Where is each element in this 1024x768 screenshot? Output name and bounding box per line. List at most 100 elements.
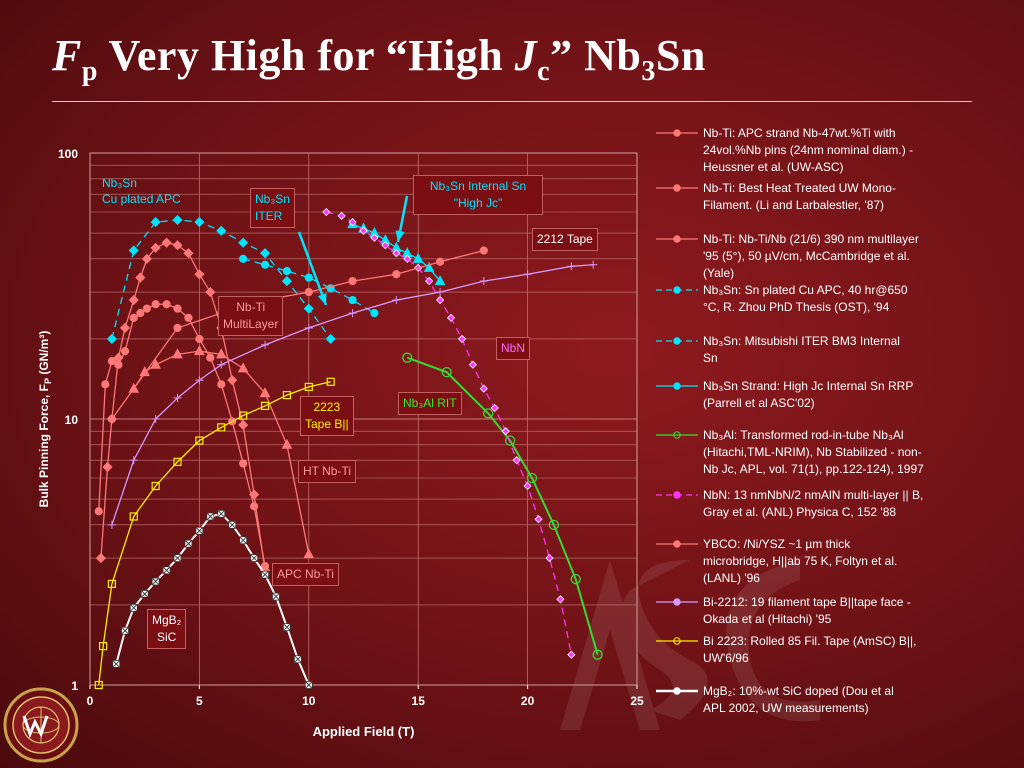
data-point	[238, 419, 249, 430]
data-point	[322, 207, 331, 217]
data-point	[523, 270, 532, 279]
data-point	[140, 590, 149, 598]
data-point	[304, 382, 313, 392]
data-point	[107, 414, 116, 424]
data-point	[151, 577, 160, 586]
data-point	[206, 512, 215, 521]
data-point	[129, 603, 138, 612]
data-point	[403, 254, 412, 263]
annotation-nb3sn-apc: Nb₃Sn Cu plated APC	[102, 176, 181, 206]
data-point	[173, 304, 182, 313]
data-point	[425, 277, 434, 286]
data-point	[195, 526, 204, 535]
data-point	[457, 334, 467, 343]
series-2	[94, 300, 270, 571]
legend-swatch	[656, 382, 698, 390]
data-point	[370, 309, 379, 318]
data-point	[589, 260, 598, 269]
data-point	[567, 262, 576, 271]
series-11	[112, 509, 313, 689]
data-point	[194, 345, 205, 356]
data-point	[479, 246, 488, 255]
data-point	[348, 276, 357, 286]
y-tick-label: 1	[71, 679, 78, 693]
data-point	[205, 287, 216, 298]
data-point	[162, 566, 171, 575]
data-point	[128, 245, 139, 256]
data-point	[512, 456, 521, 465]
data-point	[129, 512, 138, 521]
data-point	[534, 515, 543, 524]
data-point	[272, 592, 280, 601]
series-line-11	[115, 512, 310, 686]
data-point	[304, 323, 313, 332]
data-point	[282, 266, 292, 276]
legend-swatch	[656, 540, 698, 548]
series-line-1	[133, 350, 310, 555]
data-point	[490, 403, 499, 413]
data-point	[479, 277, 488, 286]
data-point	[183, 248, 194, 259]
legend-label: Bi-2212: 19 filament tape B||tape face -…	[703, 595, 911, 626]
legend-swatch	[656, 337, 698, 345]
y-tick-label: 100	[58, 147, 78, 161]
data-point	[423, 261, 435, 272]
legend-swatch	[656, 637, 698, 645]
data-point	[250, 502, 259, 511]
data-point	[215, 348, 227, 359]
data-point	[114, 360, 123, 369]
data-point	[381, 241, 390, 250]
data-point	[172, 240, 183, 251]
legend-label: Nb-Ti: Nb-Ti/Nb (21/6) 390 nm multilayer…	[703, 232, 919, 280]
y-axis-label: Bulk Pinning Force, FP (GN/m³)	[37, 331, 53, 508]
pinning-force-chart: 0 5 10 15 20 25 1 10 100 Applied Field (T) Bulk Pi…	[37, 147, 638, 708]
data-point	[239, 411, 248, 420]
legend-swatch	[656, 598, 698, 606]
series-6	[402, 352, 603, 660]
series-0	[95, 237, 271, 576]
data-point	[556, 595, 565, 604]
data-point	[567, 650, 576, 659]
data-point	[195, 436, 204, 445]
annotation-nb3sn-iter: Nb₃Sn ITER	[250, 188, 295, 228]
data-point	[135, 272, 146, 283]
legend-swatch	[656, 491, 698, 499]
y-tick-label: 10	[65, 413, 79, 427]
legend-swatch	[656, 235, 698, 243]
legend-label: Nb-Ti: Best Heat Treated UW Mono- Filame…	[703, 181, 896, 212]
data-point	[184, 313, 193, 322]
data-point	[592, 649, 603, 660]
series-line-7	[326, 211, 572, 655]
data-point	[446, 313, 456, 322]
annotation-nb3al-rit: Nb₃Al RIT	[398, 392, 462, 415]
legend-swatch	[656, 687, 698, 695]
x-tick-label: 20	[521, 694, 535, 708]
data-point	[195, 376, 204, 385]
series-1	[128, 345, 315, 559]
data-point	[483, 408, 494, 419]
data-point	[434, 275, 446, 286]
data-point	[348, 217, 357, 227]
data-point	[260, 561, 270, 571]
data-point	[194, 269, 205, 280]
data-point	[121, 626, 129, 635]
series-4	[239, 254, 379, 318]
data-point	[526, 472, 538, 484]
university-seal-logo	[3, 687, 79, 763]
x-tick-label: 0	[87, 694, 94, 708]
data-point	[281, 276, 292, 287]
data-point	[162, 300, 171, 309]
series-9	[107, 260, 598, 529]
data-point	[206, 353, 215, 362]
annotation-apc-nbti: APC Nb-Ti	[272, 563, 339, 586]
data-point	[107, 357, 116, 366]
arrow-iter	[297, 231, 328, 306]
data-point	[436, 288, 445, 297]
data-point	[402, 352, 413, 363]
data-point	[250, 554, 259, 562]
data-point	[468, 360, 477, 369]
data-point	[545, 554, 554, 563]
data-point	[259, 248, 271, 259]
annotation-mgb2: MgB₂ SiC	[147, 609, 187, 649]
data-point	[392, 296, 401, 305]
